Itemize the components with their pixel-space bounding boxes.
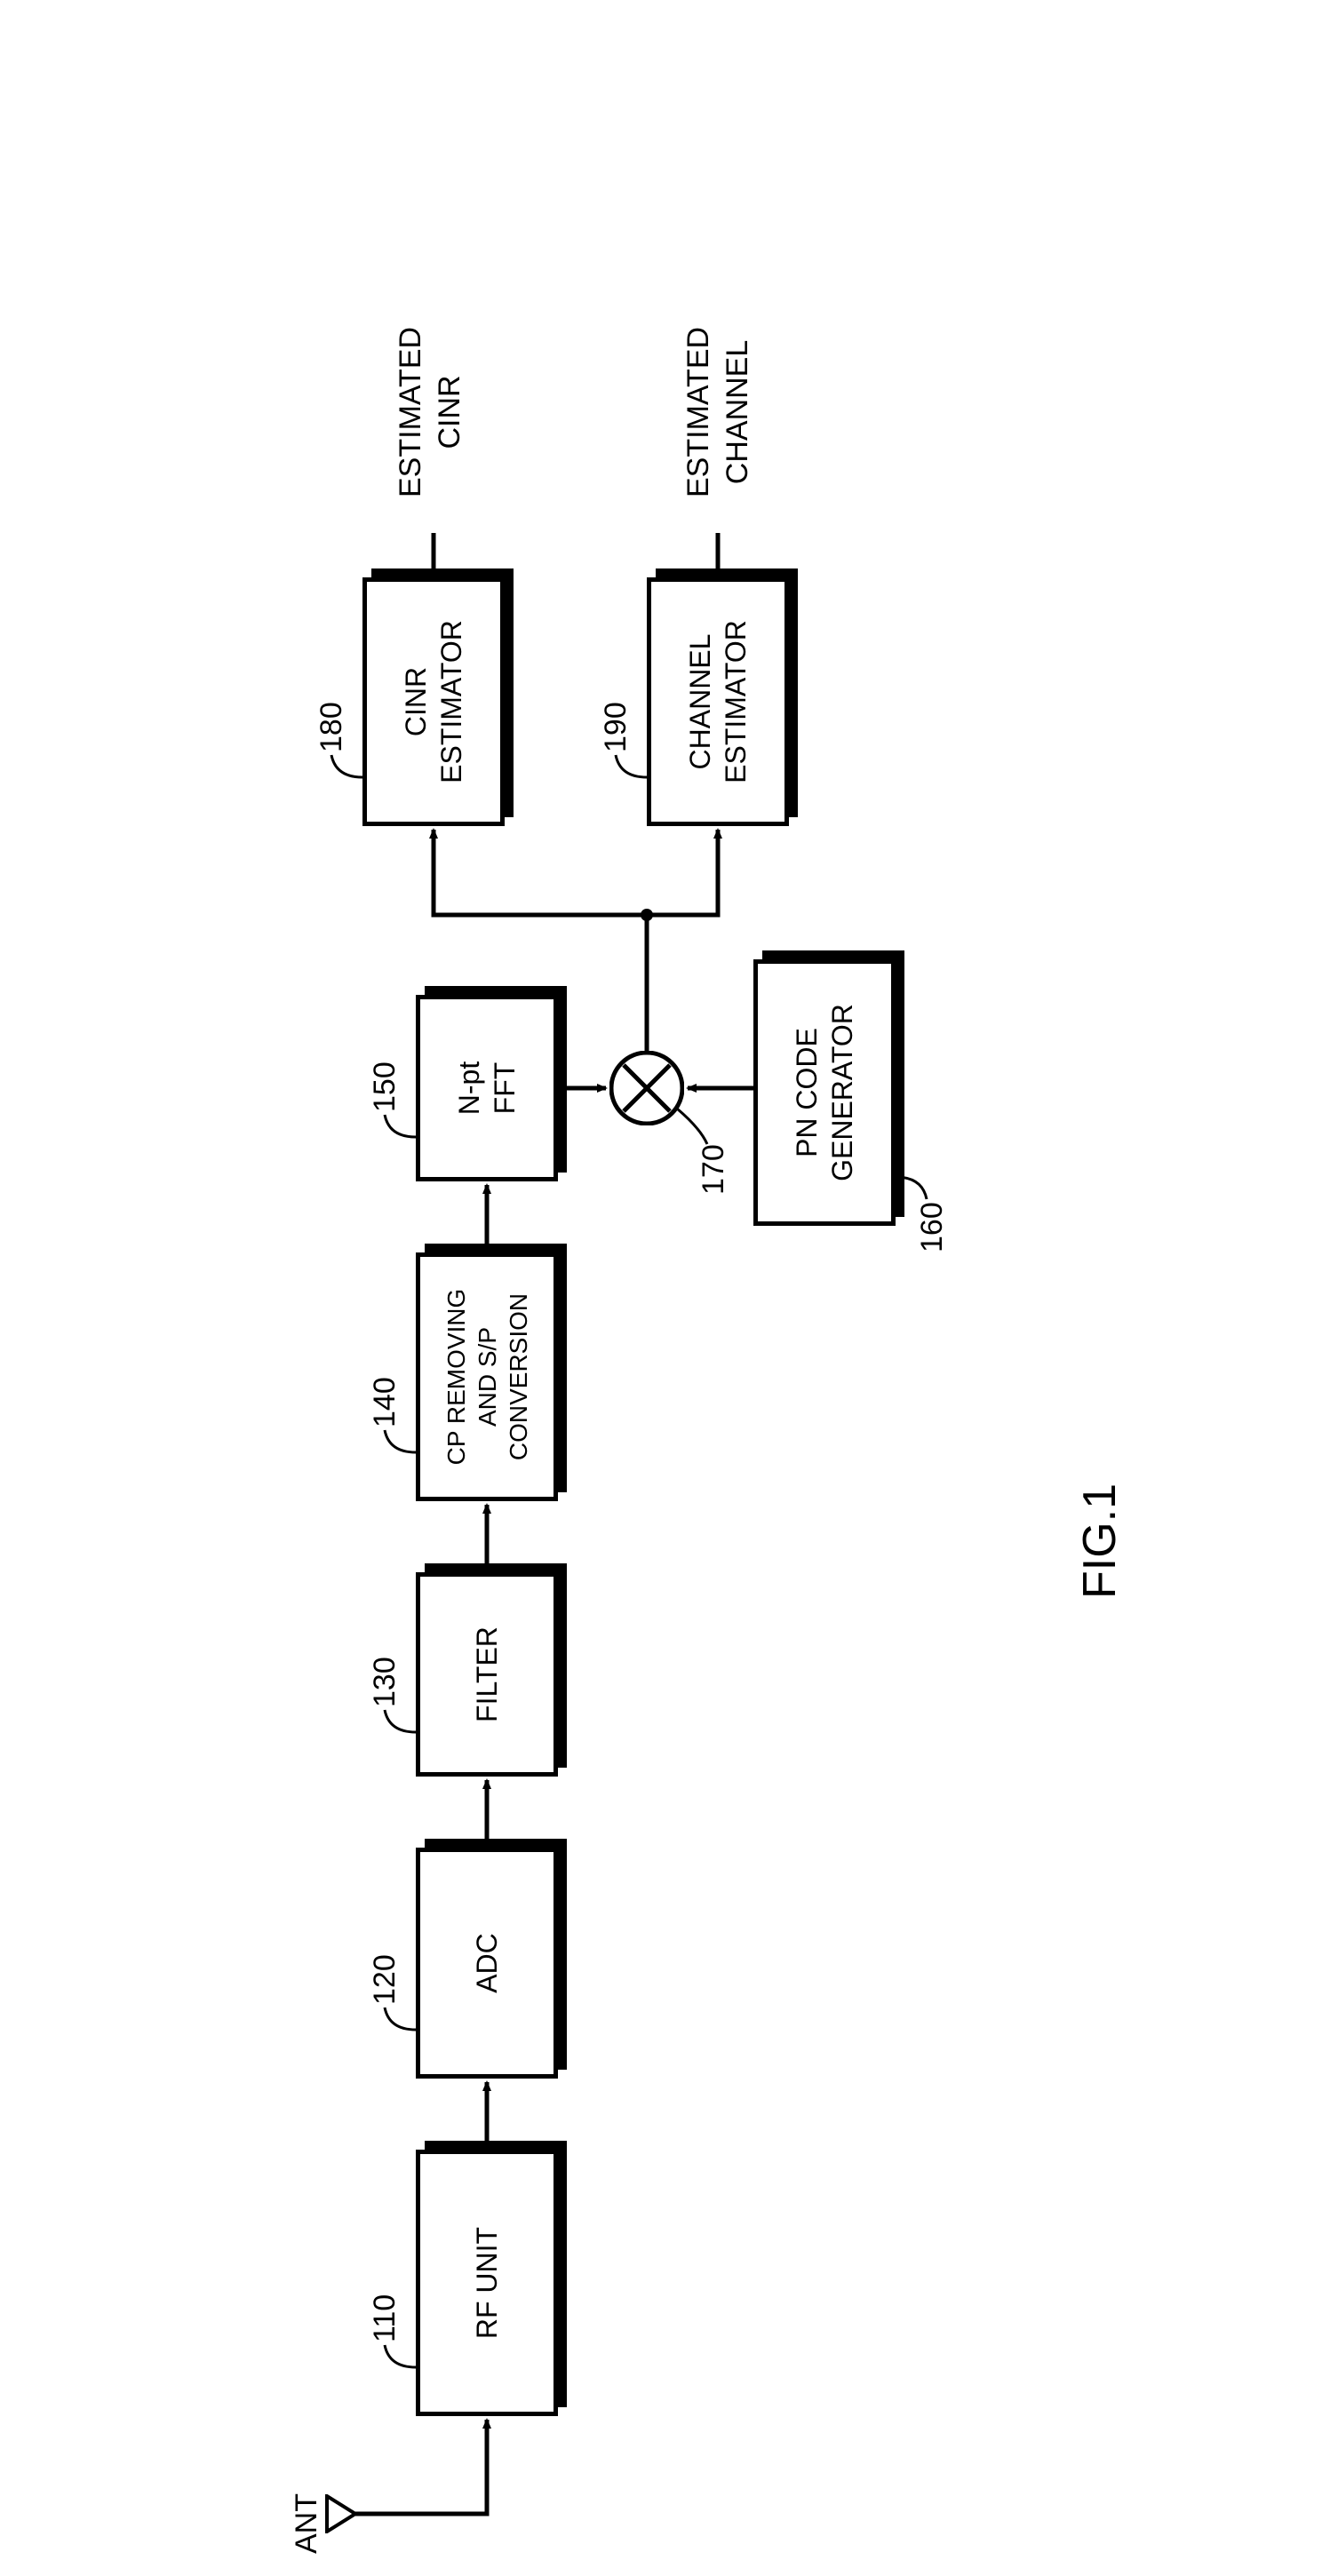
ref-filter: 130	[368, 1657, 402, 1707]
block-filter: FILTER	[416, 1572, 558, 1777]
ref-pn: 160	[915, 1202, 950, 1252]
block-rf-text: RF UNIT	[469, 2227, 505, 2339]
block-pn: PN CODEGENERATOR	[753, 959, 896, 1226]
block-pn-text: PN CODEGENERATOR	[789, 1004, 860, 1181]
wires	[131, 533, 1198, 2576]
block-channel-text: CHANNELESTIMATOR	[682, 620, 753, 783]
output-cinr-label: ESTIMATEDCINR	[391, 327, 469, 497]
block-cp-text: CP REMOVINGAND S/PCONVERSION	[441, 1289, 534, 1466]
output-channel-label: ESTIMATEDCHANNEL	[679, 327, 757, 497]
ref-cp: 140	[368, 1377, 402, 1427]
ref-rf: 110	[368, 2294, 402, 2342]
ref-mixer: 170	[697, 1144, 731, 1195]
block-fft: N-ptFFT	[416, 995, 558, 1181]
block-adc-text: ADC	[469, 1933, 505, 1993]
block-channel: CHANNELESTIMATOR	[647, 577, 789, 826]
block-cp: CP REMOVINGAND S/PCONVERSION	[416, 1252, 558, 1501]
diagram-area: ANT	[0, 266, 1330, 2310]
ref-fft: 150	[368, 1061, 402, 1112]
block-fft-text: N-ptFFT	[451, 1061, 522, 1115]
block-rf-unit: RF UNIT	[416, 2150, 558, 2416]
mixer-icon	[609, 1051, 684, 1125]
ref-chan: 190	[599, 702, 633, 752]
ref-adc: 120	[368, 1954, 402, 2005]
block-adc: ADC	[416, 1848, 558, 2079]
ref-cinr: 180	[315, 702, 349, 752]
figure-label: FIG.1	[1073, 1483, 1127, 1599]
rotated-stage: ANT	[131, 533, 1198, 2576]
block-cinr-text: CINRESTIMATOR	[398, 620, 469, 783]
block-filter-text: FILTER	[469, 1626, 505, 1722]
block-cinr: CINRESTIMATOR	[362, 577, 505, 826]
